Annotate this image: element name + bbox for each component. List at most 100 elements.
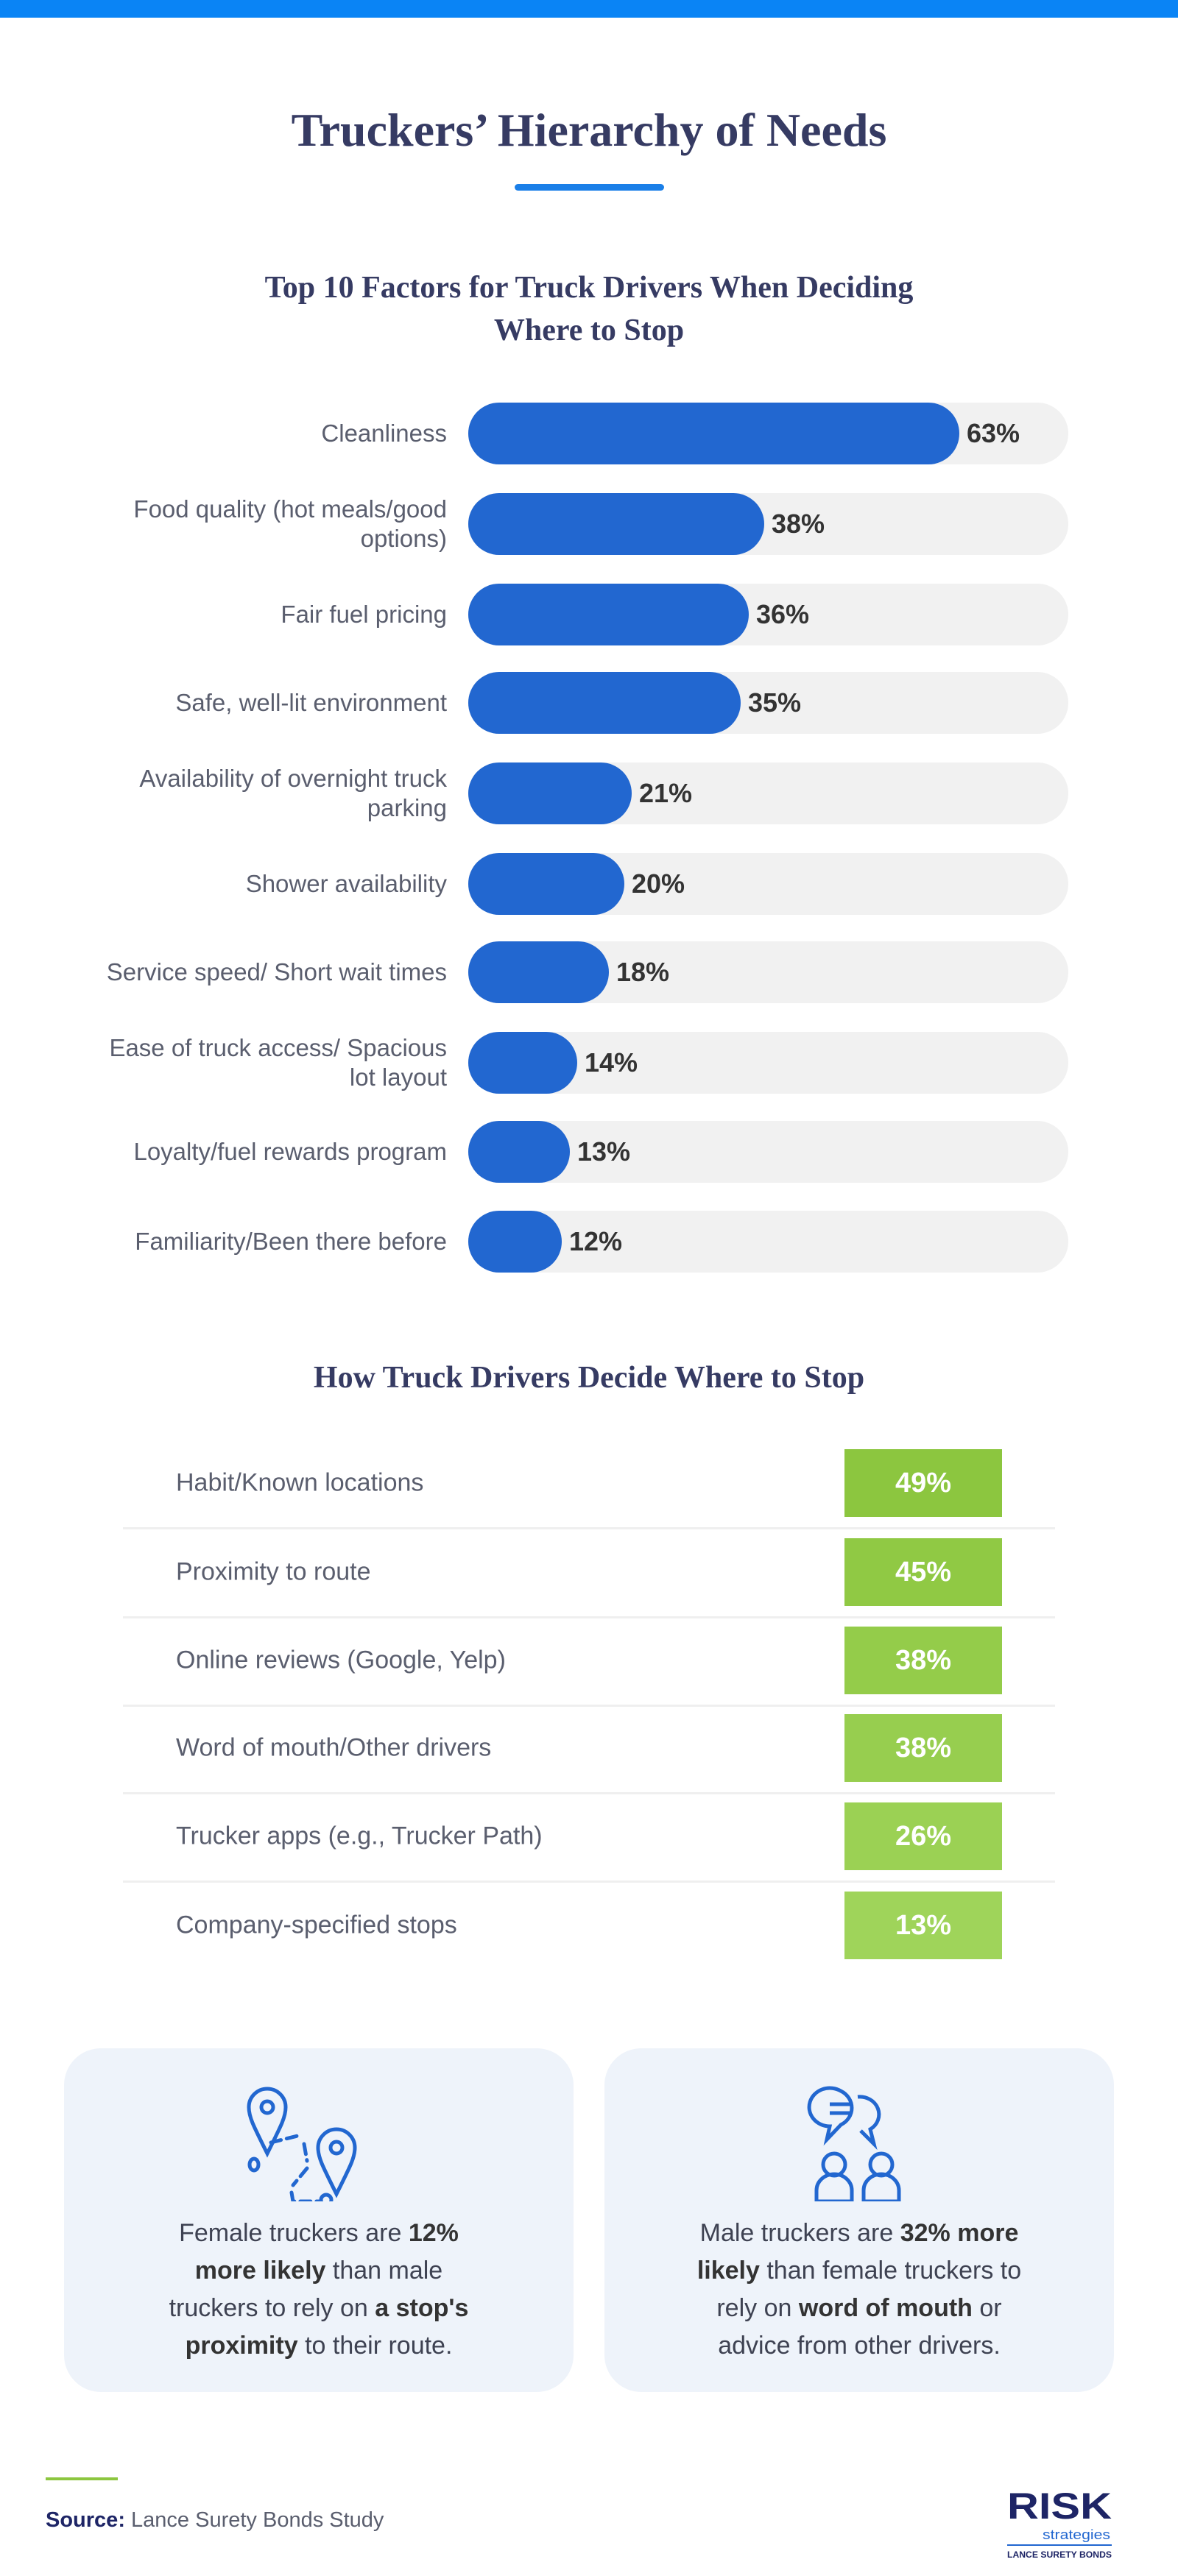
source-note: Source: Lance Surety Bonds Study xyxy=(46,2508,384,2533)
bar-row: Food quality (hot meals/good options) 38… xyxy=(0,493,1178,555)
bar-fill xyxy=(468,403,959,464)
top-accent-bar xyxy=(0,0,1178,18)
bar-label: Familiarity/Been there before xyxy=(135,1228,447,1255)
card-text-line: truckers to rely on a stop's xyxy=(86,2290,551,2327)
bar-fill xyxy=(468,1121,570,1183)
bar-row: Safe, well-lit environment 35% xyxy=(0,672,1178,734)
row-divider xyxy=(123,1792,1055,1794)
row-value-badge: 49% xyxy=(844,1449,1002,1517)
bar-row: Availability of overnight truck parking … xyxy=(0,762,1178,824)
row-label: Word of mouth/Other drivers xyxy=(176,1733,492,1762)
source-text: Lance Surety Bonds Study xyxy=(124,2508,384,2532)
bar-value-label: 20% xyxy=(632,868,685,899)
body-text: to their route. xyxy=(297,2332,453,2360)
table-row: Habit/Known locations 49% xyxy=(123,1439,1055,1527)
table-row: Trucker apps (e.g., Trucker Path) 26% xyxy=(123,1792,1055,1880)
row-label: Habit/Known locations xyxy=(176,1468,424,1497)
row-value-badge: 45% xyxy=(844,1538,1002,1606)
body-text: or xyxy=(972,2294,1002,2322)
body-text: than female truckers to xyxy=(759,2257,1022,2285)
svg-text:RISK: RISK xyxy=(1007,2486,1112,2527)
row-label: Company-specified stops xyxy=(176,1911,457,1939)
bar-label: Cleanliness xyxy=(321,420,447,447)
svg-text:strategies: strategies xyxy=(1043,2527,1110,2542)
row-divider xyxy=(123,1880,1055,1883)
emphasis-text: a stop's xyxy=(367,2294,469,2322)
bar-row: Cleanliness 63% xyxy=(0,403,1178,464)
emphasis-text: proximity xyxy=(185,2332,298,2360)
body-text: than male xyxy=(325,2257,443,2285)
bar-track xyxy=(468,1211,1068,1273)
bar-row: Loyalty/fuel rewards program 13% xyxy=(0,1121,1178,1183)
bar-value-label: 35% xyxy=(748,687,802,718)
bar-value-label: 13% xyxy=(577,1136,631,1167)
card-text-line: Female truckers are 12% xyxy=(86,2215,551,2252)
emphasis-text: 12% xyxy=(401,2219,459,2247)
bar-value-label: 14% xyxy=(585,1047,638,1078)
footer-divider xyxy=(46,2477,118,2480)
bar-label: Safe, well-lit environment xyxy=(175,689,447,716)
row-value-badge: 38% xyxy=(844,1627,1002,1694)
table-row: Online reviews (Google, Yelp) 38% xyxy=(123,1616,1055,1705)
row-value-badge: 13% xyxy=(844,1892,1002,1959)
male-stat-text: Male truckers are 32% more likely than fe… xyxy=(627,2215,1092,2365)
bar-row: Ease of truck access/ Spacious lot layou… xyxy=(0,1032,1178,1094)
risk-strategies-logo: RISK strategies LANCE SURETY BONDS xyxy=(1007,2486,1112,2560)
bar-value-label: 36% xyxy=(756,599,810,629)
bar-value-label: 63% xyxy=(967,418,1020,448)
female-stat-card: Female truckers are 12% more likely than … xyxy=(64,2048,574,2392)
body-text: rely on xyxy=(716,2294,792,2322)
row-divider xyxy=(123,1705,1055,1707)
bar-fill xyxy=(468,672,741,734)
body-text: truckers to rely on xyxy=(169,2294,368,2322)
page-title: Truckers’ Hierarchy of Needs xyxy=(291,104,887,156)
emphasis-text: 32% more xyxy=(893,2219,1019,2247)
chart-title: Top 10 Factors for Truck Drivers When De… xyxy=(264,271,914,347)
row-value-badge: 26% xyxy=(844,1802,1002,1870)
emphasis-text: likely xyxy=(696,2257,760,2285)
row-divider xyxy=(123,1527,1055,1529)
bar-value-label: 18% xyxy=(616,957,670,987)
table-title: How Truck Drivers Decide Where to Stop xyxy=(313,1361,865,1395)
bar-fill xyxy=(468,584,749,645)
emphasis-text: word of mouth xyxy=(791,2294,973,2322)
bar-value-label: 38% xyxy=(772,509,825,539)
body-text: Male truckers are xyxy=(699,2219,894,2247)
bar-label: Food quality (hot meals/good options) xyxy=(133,495,447,552)
bar-row: Familiarity/Been there before 12% xyxy=(0,1211,1178,1273)
row-value-badge: 38% xyxy=(844,1714,1002,1782)
bar-value-label: 21% xyxy=(639,778,693,808)
bar-row: Service speed/ Short wait times 18% xyxy=(0,941,1178,1003)
bar-fill xyxy=(468,853,624,915)
bar-value-label: 12% xyxy=(569,1226,623,1256)
card-text-line: likely than female truckers to xyxy=(627,2252,1092,2290)
bar-fill xyxy=(468,762,632,824)
row-label: Online reviews (Google, Yelp) xyxy=(176,1646,506,1674)
conversation-icon xyxy=(807,2086,901,2201)
row-divider xyxy=(123,1616,1055,1618)
card-text-line: Male truckers are 32% more xyxy=(627,2215,1092,2252)
card-text-line: advice from other drivers. xyxy=(627,2327,1092,2365)
female-stat-text: Female truckers are 12% more likely than … xyxy=(86,2215,551,2365)
bar-label: Loyalty/fuel rewards program xyxy=(133,1138,447,1165)
bar-fill xyxy=(468,1211,562,1273)
emphasis-text: more likely xyxy=(194,2257,326,2285)
bar-row: Shower availability 20% xyxy=(0,853,1178,915)
svg-text:LANCE SURETY BONDS: LANCE SURETY BONDS xyxy=(1007,2550,1112,2560)
bar-fill xyxy=(468,493,764,555)
bar-label: Shower availability xyxy=(245,870,447,897)
male-stat-card: Male truckers are 32% more likely than fe… xyxy=(604,2048,1114,2392)
card-text-line: rely on word of mouth or xyxy=(627,2290,1092,2327)
table-row: Company-specified stops 13% xyxy=(123,1881,1055,1970)
row-label: Proximity to route xyxy=(176,1557,371,1586)
card-text-line: proximity to their route. xyxy=(86,2327,551,2365)
card-text-line: more likely than male xyxy=(86,2252,551,2290)
body-text: advice from other drivers. xyxy=(718,2332,1001,2360)
title-underline xyxy=(515,184,664,191)
map-route-icon xyxy=(247,2087,357,2201)
table-row: Word of mouth/Other drivers 38% xyxy=(123,1704,1055,1792)
bar-label: Service speed/ Short wait times xyxy=(106,958,447,986)
source-label: Source: xyxy=(46,2508,125,2532)
table-row: Proximity to route 45% xyxy=(123,1528,1055,1616)
bar-label: Fair fuel pricing xyxy=(281,601,447,628)
